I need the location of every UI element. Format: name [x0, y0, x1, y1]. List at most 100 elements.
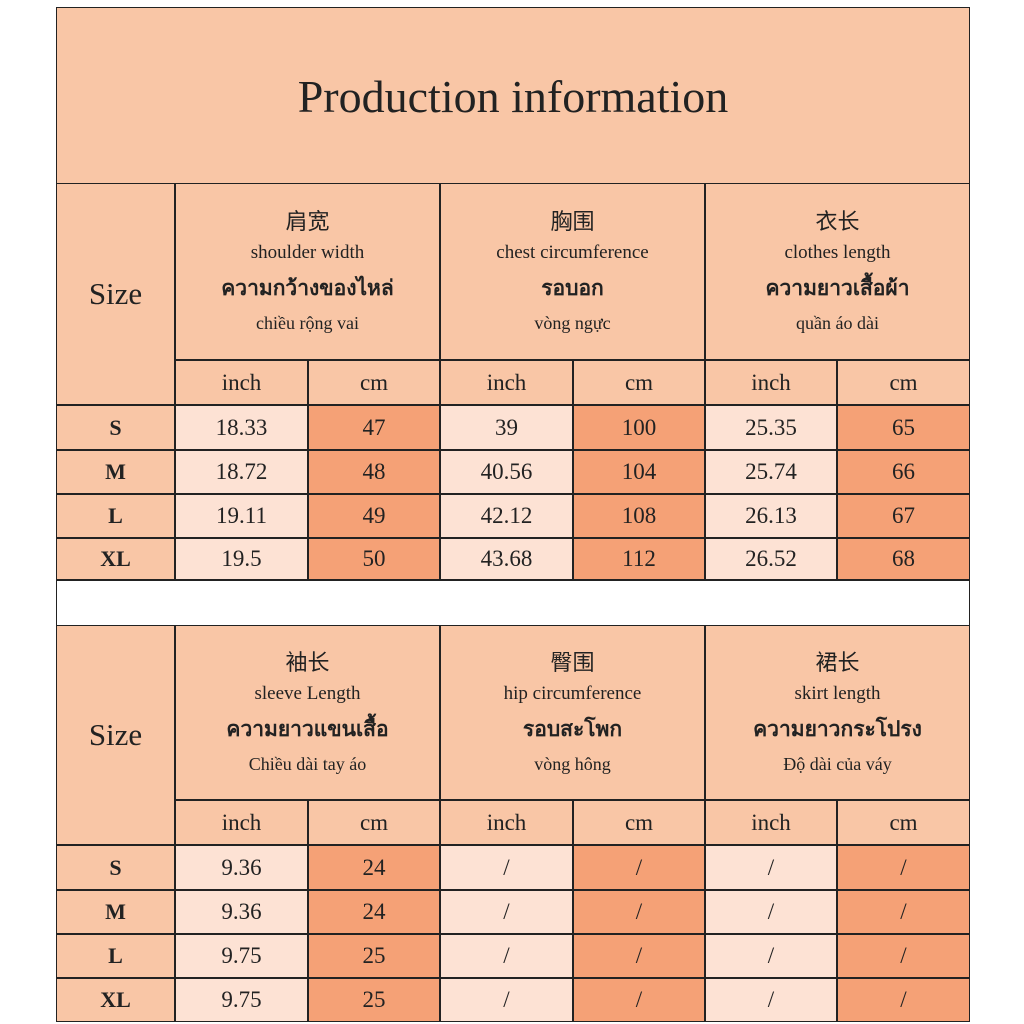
unit-header: cm [837, 360, 970, 405]
value-cell: 40.56 [440, 450, 573, 494]
value-cell: 19.5 [175, 538, 308, 580]
unit-header: cm [837, 800, 970, 845]
header-line: ความยาวกระโปรง [753, 716, 922, 741]
value-cell: / [573, 978, 705, 1022]
size-cell: XL [56, 538, 175, 580]
group-header: 胸围 chest circumference รอบอก vòng ngực [440, 183, 705, 360]
value-cell: 39 [440, 405, 573, 450]
value-cell: / [573, 890, 705, 934]
size-cell: XL [56, 978, 175, 1022]
size-cell: L [56, 934, 175, 978]
value-cell: / [705, 978, 837, 1022]
unit-header: inch [440, 360, 573, 405]
value-cell: 24 [308, 845, 440, 890]
value-cell: 68 [837, 538, 970, 580]
value-cell: 66 [837, 450, 970, 494]
value-cell: 18.33 [175, 405, 308, 450]
value-cell: 26.52 [705, 538, 837, 580]
header-line: vòng ngực [534, 312, 611, 333]
value-cell: / [837, 934, 970, 978]
value-cell: 25.35 [705, 405, 837, 450]
value-cell: 48 [308, 450, 440, 494]
header-line: ความกว้างของไหล่ [221, 275, 394, 300]
value-cell: / [837, 845, 970, 890]
header-line: 胸围 [550, 208, 595, 234]
value-cell: 19.11 [175, 494, 308, 538]
header-line: 肩宽 [285, 208, 330, 234]
value-cell: 100 [573, 405, 705, 450]
unit-header: cm [573, 360, 705, 405]
title: Production information [56, 7, 970, 185]
unit-header: inch [175, 360, 308, 405]
group-header: 裙长 skirt length ความยาวกระโปรง Độ dài của v… [705, 625, 970, 800]
header-line: vòng hông [534, 753, 611, 774]
value-cell: 9.75 [175, 934, 308, 978]
value-cell: 26.13 [705, 494, 837, 538]
value-cell: 9.36 [175, 890, 308, 934]
value-cell: / [573, 934, 705, 978]
header-line: ความยาวแขนเสื้อ [226, 716, 389, 741]
header-line: clothes length [784, 241, 891, 263]
value-cell: 49 [308, 494, 440, 538]
value-cell: 25 [308, 978, 440, 1022]
value-cell: / [440, 978, 573, 1022]
unit-header: inch [705, 360, 837, 405]
value-cell: 47 [308, 405, 440, 450]
header-line: ความยาวเสื้อผ้า [765, 275, 910, 300]
header-line: 衣长 [815, 208, 860, 234]
header-line: รอบสะโพก [522, 716, 623, 741]
value-cell: / [573, 845, 705, 890]
value-cell: / [440, 934, 573, 978]
header-line: shoulder width [250, 241, 365, 263]
header-line: 裙长 [815, 649, 860, 675]
group-header: 肩宽 shoulder width ความกว้างของไหล่ chiều rộ… [175, 183, 440, 360]
header-line: skirt length [794, 682, 881, 704]
value-cell: / [440, 890, 573, 934]
value-cell: / [837, 890, 970, 934]
value-cell: / [837, 978, 970, 1022]
value-cell: / [705, 845, 837, 890]
unit-header: inch [440, 800, 573, 845]
value-cell: 24 [308, 890, 440, 934]
group-header: 袖长 sleeve Length ความยาวแขนเสื้อ Chiều dài … [175, 625, 440, 800]
value-cell: 42.12 [440, 494, 573, 538]
value-cell: 65 [837, 405, 970, 450]
value-cell: 9.75 [175, 978, 308, 1022]
unit-header: cm [573, 800, 705, 845]
header-line: sleeve Length [254, 682, 361, 704]
unit-header: inch [705, 800, 837, 845]
size-header: Size [56, 183, 175, 405]
size-cell: M [56, 450, 175, 494]
value-cell: / [705, 934, 837, 978]
spacer [56, 580, 970, 627]
header-line: รอบอก [541, 275, 604, 300]
value-cell: 9.36 [175, 845, 308, 890]
group-header: 衣长 clothes length ความยาวเสื้อผ้า quần áo d… [705, 183, 970, 360]
value-cell: 67 [837, 494, 970, 538]
group-header: 臀围 hip circumference รอบสะโพก vòng hông [440, 625, 705, 800]
unit-header: inch [175, 800, 308, 845]
value-cell: 43.68 [440, 538, 573, 580]
header-line: chest circumference [496, 241, 649, 263]
size-cell: S [56, 845, 175, 890]
value-cell: 50 [308, 538, 440, 580]
value-cell: 18.72 [175, 450, 308, 494]
size-cell: S [56, 405, 175, 450]
unit-header: cm [308, 800, 440, 845]
size-cell: M [56, 890, 175, 934]
value-cell: / [440, 845, 573, 890]
value-cell: 104 [573, 450, 705, 494]
value-cell: 108 [573, 494, 705, 538]
header-line: 臀围 [550, 649, 595, 675]
size-header: Size [56, 625, 175, 845]
header-line: Chiều dài tay áo [248, 753, 367, 774]
header-line: chiều rộng vai [256, 312, 359, 333]
value-cell: / [705, 890, 837, 934]
unit-header: cm [308, 360, 440, 405]
header-line: quần áo dài [796, 312, 879, 333]
header-line: hip circumference [503, 682, 642, 704]
value-cell: 25.74 [705, 450, 837, 494]
value-cell: 112 [573, 538, 705, 580]
size-cell: L [56, 494, 175, 538]
